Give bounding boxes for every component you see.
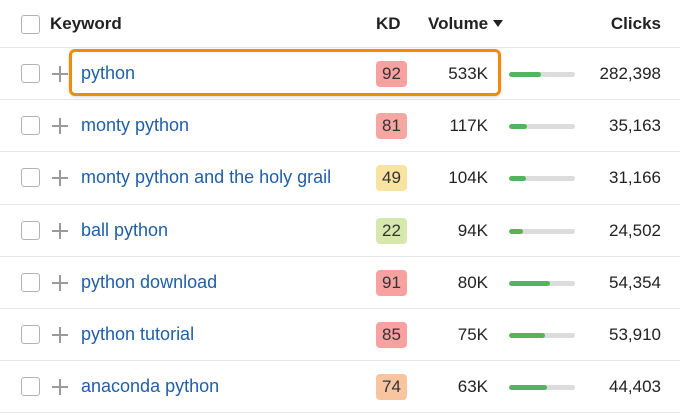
row-checkbox[interactable] (21, 325, 40, 345)
row-checkbox[interactable] (21, 168, 40, 188)
keyword-column-header[interactable]: Keyword (50, 14, 122, 33)
volume-column-header[interactable]: Volume (428, 14, 504, 34)
kd-badge: 92 (376, 61, 407, 88)
keyword-link[interactable]: anaconda python (81, 376, 220, 397)
table-row: anaconda python 74 63K 44,403 (0, 361, 680, 414)
trend-bar-fill (509, 228, 523, 234)
kd-badge: 22 (376, 217, 407, 244)
clicks-value: 44,403 (609, 377, 661, 397)
trend-bar (509, 228, 575, 234)
row-checkbox[interactable] (21, 377, 40, 397)
keyword-link[interactable]: monty python and the holy grail (81, 167, 332, 188)
kd-badge: 85 (376, 322, 407, 349)
kd-badge: 49 (376, 165, 407, 192)
kd-column-header[interactable]: KD (376, 14, 401, 33)
volume-value: 75K (457, 325, 488, 345)
trend-bar (509, 333, 575, 339)
volume-value: 104K (448, 168, 488, 188)
clicks-value: 282,398 (599, 64, 661, 84)
kd-badge: 74 (376, 374, 407, 401)
add-keyword-plus-icon[interactable] (52, 66, 68, 83)
keyword-link[interactable]: ball python (81, 219, 169, 240)
table-row: python 92 533K 282,398 (0, 48, 680, 101)
trend-bar (509, 124, 575, 130)
add-keyword-plus-icon[interactable] (52, 327, 68, 344)
table-row: python download 91 80K 54,354 (0, 257, 680, 309)
row-checkbox[interactable] (21, 220, 40, 240)
add-keyword-plus-icon[interactable] (52, 170, 68, 187)
trend-bar (509, 385, 575, 391)
table-row: ball python 22 94K 24,502 (0, 205, 680, 257)
trend-bar (509, 176, 575, 182)
add-keyword-plus-icon[interactable] (52, 222, 68, 239)
volume-value: 117K (449, 116, 488, 136)
trend-bar-fill (509, 333, 546, 339)
trend-bar (509, 72, 575, 78)
sort-descending-icon (493, 20, 504, 27)
clicks-value: 24,502 (609, 220, 661, 240)
trend-bar-fill (509, 124, 527, 130)
clicks-value: 54,354 (609, 272, 661, 292)
row-checkbox[interactable] (21, 116, 40, 136)
table-row: monty python 81 117K 35,163 (0, 100, 680, 153)
keyword-link[interactable]: monty python (81, 115, 190, 136)
kd-badge: 91 (376, 269, 407, 296)
volume-value: 63K (457, 377, 488, 397)
trend-bar-fill (509, 280, 550, 286)
trend-bar-fill (509, 385, 548, 391)
kd-badge: 81 (376, 113, 407, 140)
volume-value: 533K (448, 64, 488, 84)
add-keyword-plus-icon[interactable] (52, 379, 68, 396)
table-row: monty python and the holy grail 49 104K … (0, 152, 680, 205)
add-keyword-plus-icon[interactable] (52, 118, 68, 135)
volume-value: 80K (457, 272, 488, 292)
keyword-link[interactable]: python download (81, 271, 218, 292)
trend-bar-fill (509, 176, 527, 182)
clicks-value: 53,910 (609, 325, 661, 345)
keyword-link[interactable]: python (81, 63, 136, 84)
clicks-value: 35,163 (609, 116, 661, 136)
table-header: Keyword KD Volume Clicks (0, 0, 680, 48)
row-checkbox[interactable] (21, 64, 40, 84)
volume-header-label: Volume (428, 14, 489, 33)
table-row: python tutorial 85 75K 53,910 (0, 309, 680, 362)
add-keyword-plus-icon[interactable] (52, 274, 68, 291)
volume-value: 94K (457, 220, 488, 240)
clicks-value: 31,166 (609, 168, 661, 188)
trend-bar-fill (509, 72, 541, 78)
keyword-link[interactable]: python tutorial (81, 324, 195, 345)
highlight-box (69, 49, 501, 96)
row-checkbox[interactable] (21, 272, 40, 292)
select-all-checkbox[interactable] (21, 15, 40, 34)
trend-bar (509, 280, 575, 286)
clicks-column-header[interactable]: Clicks (610, 14, 661, 33)
